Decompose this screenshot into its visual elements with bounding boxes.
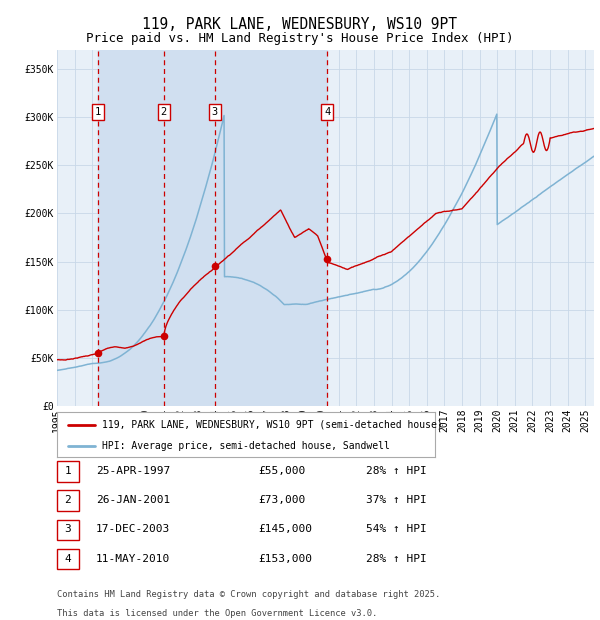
Text: 26-JAN-2001: 26-JAN-2001 (96, 495, 170, 505)
Text: 37% ↑ HPI: 37% ↑ HPI (366, 495, 427, 505)
Text: 4: 4 (64, 554, 71, 564)
Text: £73,000: £73,000 (258, 495, 305, 505)
Text: £153,000: £153,000 (258, 554, 312, 564)
Text: 4: 4 (325, 107, 331, 117)
Text: 1: 1 (64, 466, 71, 476)
Text: HPI: Average price, semi-detached house, Sandwell: HPI: Average price, semi-detached house,… (103, 441, 390, 451)
Text: 1: 1 (95, 107, 101, 117)
Text: 3: 3 (64, 525, 71, 534)
Text: £55,000: £55,000 (258, 466, 305, 476)
Text: 119, PARK LANE, WEDNESBURY, WS10 9PT (semi-detached house): 119, PARK LANE, WEDNESBURY, WS10 9PT (se… (103, 420, 443, 430)
Text: 28% ↑ HPI: 28% ↑ HPI (366, 466, 427, 476)
Text: Contains HM Land Registry data © Crown copyright and database right 2025.: Contains HM Land Registry data © Crown c… (57, 590, 440, 600)
Text: 3: 3 (212, 107, 218, 117)
Text: 2: 2 (161, 107, 167, 117)
Text: £145,000: £145,000 (258, 525, 312, 534)
Text: 17-DEC-2003: 17-DEC-2003 (96, 525, 170, 534)
Text: 25-APR-1997: 25-APR-1997 (96, 466, 170, 476)
Text: 54% ↑ HPI: 54% ↑ HPI (366, 525, 427, 534)
Bar (98, 50, 328, 406)
Text: 2: 2 (64, 495, 71, 505)
Text: 11-MAY-2010: 11-MAY-2010 (96, 554, 170, 564)
Text: 28% ↑ HPI: 28% ↑ HPI (366, 554, 427, 564)
Text: 119, PARK LANE, WEDNESBURY, WS10 9PT: 119, PARK LANE, WEDNESBURY, WS10 9PT (143, 17, 458, 32)
Text: Price paid vs. HM Land Registry's House Price Index (HPI): Price paid vs. HM Land Registry's House … (86, 32, 514, 45)
Text: This data is licensed under the Open Government Licence v3.0.: This data is licensed under the Open Gov… (57, 609, 377, 618)
